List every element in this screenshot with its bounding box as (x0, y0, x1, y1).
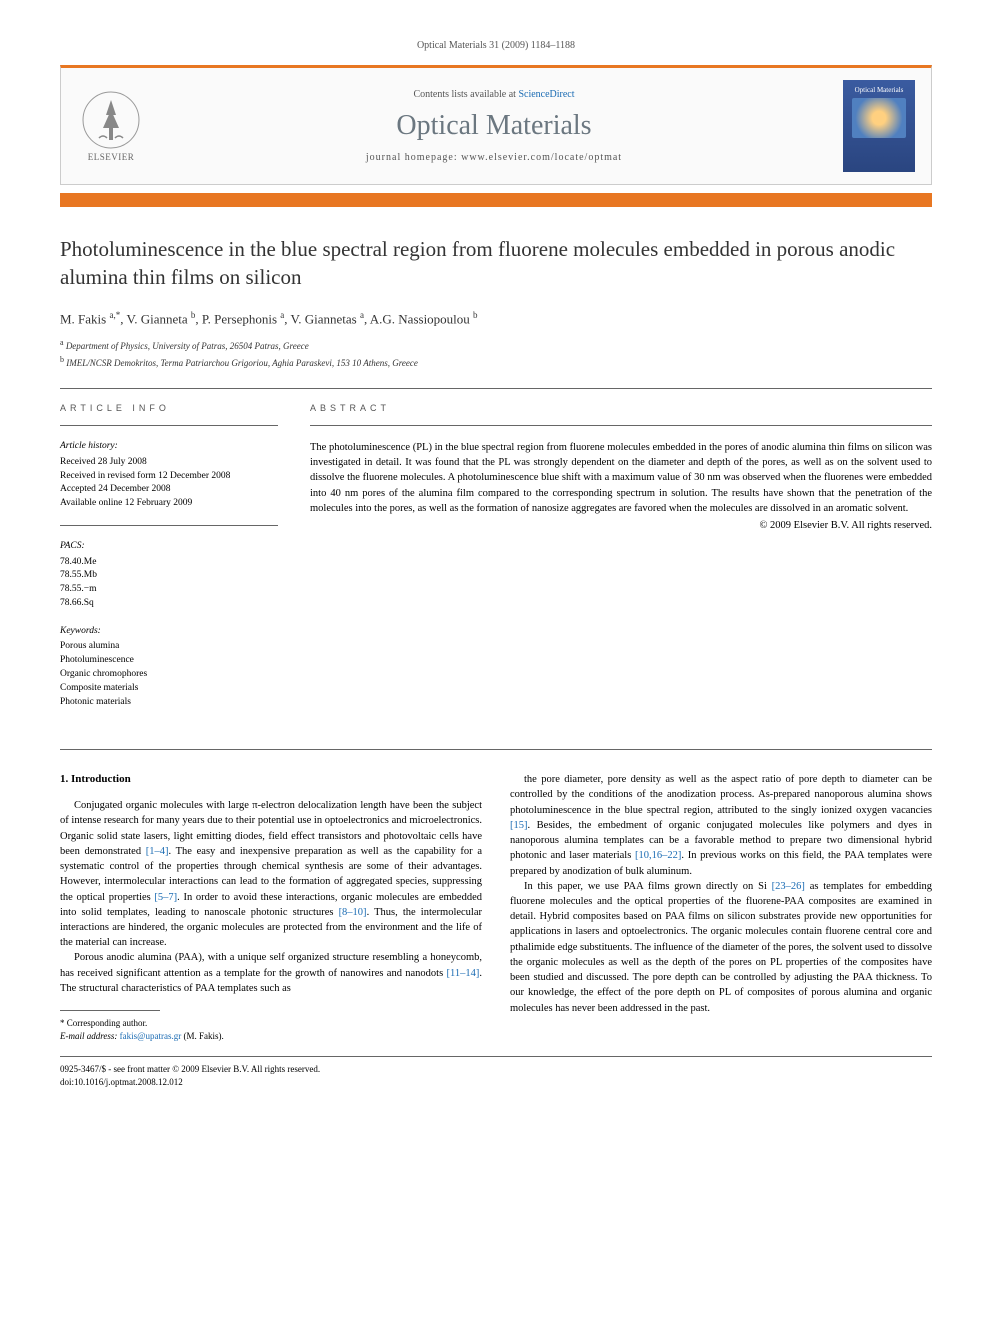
pacs-line: 78.40.Me (60, 556, 278, 570)
homepage-url[interactable]: www.elsevier.com/locate/optmat (461, 152, 622, 163)
body-paragraph: Conjugated organic molecules with large … (60, 798, 482, 950)
doi-block: 0925-3467/$ - see front matter © 2009 El… (60, 1063, 932, 1088)
corr-email-link[interactable]: fakis@upatras.gr (120, 1031, 182, 1041)
elsevier-tree-icon (81, 90, 141, 150)
body-paragraph: the pore diameter, pore density as well … (510, 772, 932, 879)
affiliations: a Department of Physics, University of P… (60, 337, 932, 370)
contents-prefix: Contents lists available at (413, 89, 518, 100)
keyword-line: Composite materials (60, 682, 278, 696)
front-matter-line: 0925-3467/$ - see front matter © 2009 El… (60, 1063, 932, 1076)
keyword-line: Organic chromophores (60, 668, 278, 682)
header-center: Contents lists available at ScienceDirec… (161, 89, 827, 163)
homepage-prefix: journal homepage: (366, 152, 461, 163)
abstract-column: ABSTRACT The photoluminescence (PL) in t… (310, 403, 932, 723)
article-history-block: Article history: Received 28 July 2008Re… (60, 440, 278, 511)
history-line: Received in revised form 12 December 200… (60, 470, 278, 484)
abstract-copyright: © 2009 Elsevier B.V. All rights reserved… (310, 520, 932, 531)
history-line: Available online 12 February 2009 (60, 497, 278, 511)
authors-line: M. Fakis a,*, V. Gianneta b, P. Persepho… (60, 310, 932, 327)
abstract-text: The photoluminescence (PL) in the blue s… (310, 440, 932, 516)
doi-line: doi:10.1016/j.optmat.2008.12.012 (60, 1076, 932, 1089)
journal-header: ELSEVIER Contents lists available at Sci… (60, 65, 932, 185)
article-info-column: ARTICLE INFO Article history: Received 2… (60, 403, 278, 723)
keyword-line: Porous alumina (60, 640, 278, 654)
email-label: E-mail address: (60, 1031, 117, 1041)
bottom-divider (60, 1056, 932, 1057)
elsevier-name: ELSEVIER (88, 152, 135, 162)
section-heading: 1. Introduction (60, 772, 482, 788)
divider (60, 525, 278, 526)
abstract-head: ABSTRACT (310, 403, 932, 413)
article-info-head: ARTICLE INFO (60, 403, 278, 413)
body-paragraph: In this paper, we use PAA films grown di… (510, 879, 932, 1016)
elsevier-logo: ELSEVIER (77, 87, 145, 165)
journal-reference: Optical Materials 31 (2009) 1184–1188 (60, 40, 932, 51)
pacs-line: 78.66.Sq (60, 597, 278, 611)
divider (310, 425, 932, 426)
keyword-line: Photoluminescence (60, 654, 278, 668)
history-line: Accepted 24 December 2008 (60, 483, 278, 497)
keywords-block: Keywords: Porous aluminaPhotoluminescenc… (60, 625, 278, 710)
article-title: Photoluminescence in the blue spectral r… (60, 235, 932, 292)
pacs-line: 78.55.Mb (60, 569, 278, 583)
pacs-label: PACS: (60, 540, 278, 554)
cover-title: Optical Materials (855, 86, 904, 94)
keyword-line: Photonic materials (60, 696, 278, 710)
body-column-left: 1. Introduction Conjugated organic molec… (60, 772, 482, 1042)
pacs-block: PACS: 78.40.Me78.55.Mb78.55.−m78.66.Sq (60, 540, 278, 611)
body-column-right: the pore diameter, pore density as well … (510, 772, 932, 1042)
keywords-label: Keywords: (60, 625, 278, 639)
corr-label: * Corresponding author. (60, 1017, 482, 1030)
affiliation-line: b IMEL/NCSR Demokritos, Terma Patriarcho… (60, 354, 932, 371)
journal-title: Optical Materials (161, 110, 827, 142)
contents-line: Contents lists available at ScienceDirec… (161, 89, 827, 100)
history-label: Article history: (60, 440, 278, 454)
sciencedirect-link[interactable]: ScienceDirect (518, 89, 574, 100)
pacs-line: 78.55.−m (60, 583, 278, 597)
affiliation-line: a Department of Physics, University of P… (60, 337, 932, 354)
corresponding-author-footnote: * Corresponding author. E-mail address: … (60, 1017, 482, 1042)
homepage-line: journal homepage: www.elsevier.com/locat… (161, 152, 827, 163)
body-paragraph: Porous anodic alumina (PAA), with a uniq… (60, 950, 482, 996)
orange-divider-bar (60, 193, 932, 207)
body-columns: 1. Introduction Conjugated organic molec… (60, 772, 932, 1042)
cover-image (852, 98, 906, 138)
history-line: Received 28 July 2008 (60, 456, 278, 470)
corr-email-name: (M. Fakis). (183, 1031, 223, 1041)
footnote-separator (60, 1010, 160, 1011)
divider (60, 425, 278, 426)
divider (60, 749, 932, 750)
journal-cover-thumbnail: Optical Materials (843, 80, 915, 172)
divider (60, 388, 932, 389)
